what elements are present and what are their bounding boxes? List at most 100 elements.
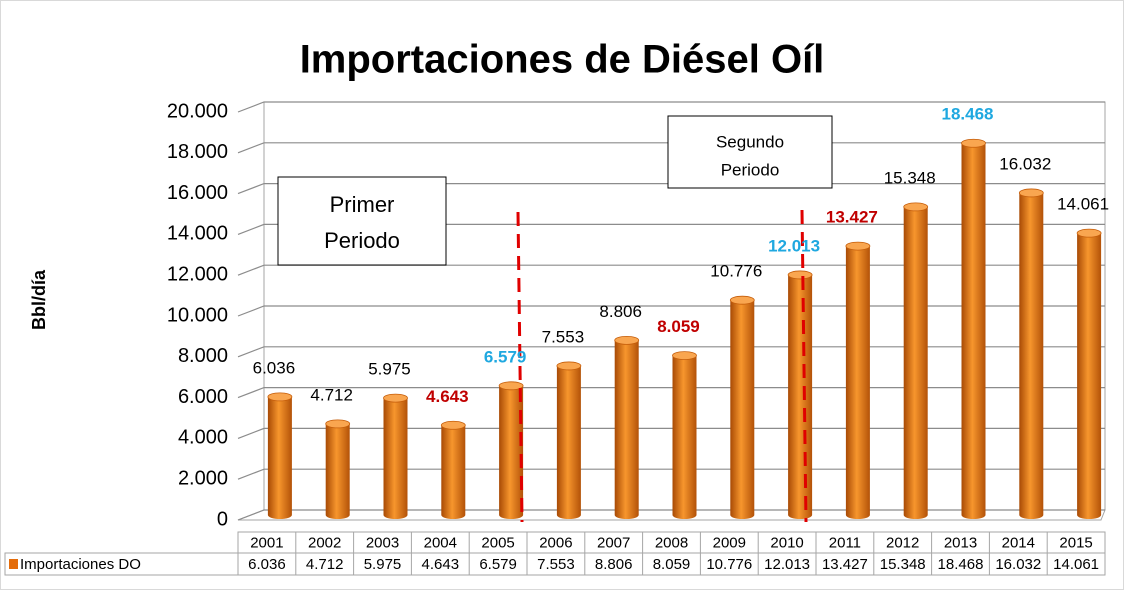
bar-body	[788, 274, 813, 519]
table-value: 6.036	[248, 556, 286, 573]
table-value: 5.975	[364, 556, 402, 573]
bar	[903, 202, 929, 519]
x-tick-label: 2014	[1002, 534, 1035, 551]
value-label: 15.348	[884, 168, 936, 187]
table-value: 16.032	[995, 556, 1041, 573]
x-tick-label: 2005	[481, 534, 514, 551]
grid-line	[237, 346, 1105, 358]
annotation-box	[667, 115, 833, 189]
value-label: 5.975	[368, 360, 411, 379]
table-value: 4.712	[306, 556, 344, 573]
value-label: 4.643	[426, 387, 469, 406]
bar-body	[614, 340, 639, 519]
bar	[383, 393, 408, 519]
table-value: 8.059	[653, 556, 691, 573]
x-tick-label: 2008	[655, 534, 688, 551]
y-tick-label: 12.000	[167, 263, 228, 285]
table-value: 13.427	[822, 556, 868, 573]
bar-body	[903, 206, 928, 519]
annotation-text: Periodo	[324, 228, 400, 253]
bar-top	[614, 335, 640, 345]
period-divider	[516, 211, 524, 523]
table-value: 6.579	[479, 556, 517, 573]
value-label: 18.468	[942, 105, 994, 124]
bar	[961, 138, 986, 519]
y-tick-label: 4.000	[178, 427, 228, 449]
value-label: 14.061	[1057, 195, 1109, 214]
x-tick-label: 2015	[1059, 534, 1092, 551]
y-tick-label: 14.000	[167, 223, 228, 245]
x-tick-label: 2004	[424, 534, 457, 551]
value-label: 12.013	[768, 236, 820, 255]
y-tick-label: 16.000	[167, 182, 228, 204]
bar-top	[498, 381, 524, 391]
bar	[1076, 228, 1102, 520]
grid-line	[237, 468, 1105, 480]
bar	[672, 351, 697, 519]
bar-body	[1077, 233, 1102, 520]
y-tick-label: 2.000	[178, 467, 228, 489]
y-axis-label: Bbl/día	[29, 269, 49, 330]
annotation-text: Primer	[330, 192, 395, 217]
chart-title: Importaciones de Diésel Oíl	[300, 38, 825, 82]
x-tick-label: 2012	[886, 534, 919, 551]
value-label: 13.427	[826, 208, 878, 227]
bar-top	[1076, 228, 1102, 238]
x-tick-label: 2011	[829, 534, 861, 551]
legend-swatch	[9, 559, 18, 569]
value-label: 8.806	[599, 302, 642, 321]
bar-top	[903, 202, 929, 212]
value-label: 7.553	[542, 327, 585, 346]
bar-body	[383, 398, 408, 519]
y-tick-label: 18.000	[167, 141, 228, 163]
grid-line	[237, 387, 1105, 399]
bar-body	[325, 423, 350, 519]
annotation-text: Segundo	[716, 132, 784, 151]
bar-top	[672, 351, 697, 360]
x-tick-label: 2009	[713, 534, 746, 551]
value-label: 6.579	[484, 347, 527, 366]
bar-top	[729, 295, 755, 305]
value-label: 6.036	[253, 358, 296, 377]
table-value: 15.348	[880, 556, 926, 573]
bar-top	[267, 392, 293, 402]
grid-line	[237, 264, 1105, 276]
value-label: 8.059	[657, 317, 700, 336]
x-tick-label: 2001	[250, 534, 283, 551]
x-tick-label: 2007	[597, 534, 630, 551]
table-value: 12.013	[764, 556, 810, 573]
annotation-box	[277, 176, 447, 266]
bar	[498, 381, 524, 519]
bar-body	[845, 246, 870, 519]
data-table	[4, 552, 1106, 576]
period-divider	[800, 209, 808, 523]
bar-body	[730, 300, 755, 519]
bar-body	[499, 385, 524, 519]
table-value: 4.643	[422, 556, 460, 573]
table-value: 7.553	[537, 556, 575, 573]
table-value: 10.776	[706, 556, 752, 573]
bar	[729, 295, 755, 519]
bar-top	[325, 419, 351, 429]
bar-body	[267, 396, 292, 519]
x-tick-label: 2006	[539, 534, 572, 551]
bar-top	[961, 138, 986, 148]
x-tick-label: 2013	[944, 534, 977, 551]
bar	[325, 419, 351, 519]
value-label: 4.712	[310, 385, 353, 404]
x-tick-label: 2010	[770, 534, 803, 551]
value-label: 16.032	[999, 154, 1051, 173]
bar-top	[556, 361, 582, 371]
bar-body	[1019, 192, 1044, 519]
y-tick-label: 10.000	[167, 304, 228, 326]
y-tick-label: 0	[217, 508, 228, 530]
x-tick-label: 2002	[308, 534, 341, 551]
bar	[267, 392, 293, 519]
table-value: 18.468	[938, 556, 984, 573]
x-tick-label: 2003	[366, 534, 399, 551]
legend-label: Importaciones DO	[20, 556, 141, 573]
grid-line	[237, 223, 1105, 235]
bar	[787, 270, 813, 519]
y-tick-label: 20.000	[167, 100, 228, 122]
value-label: 10.776	[710, 262, 762, 281]
